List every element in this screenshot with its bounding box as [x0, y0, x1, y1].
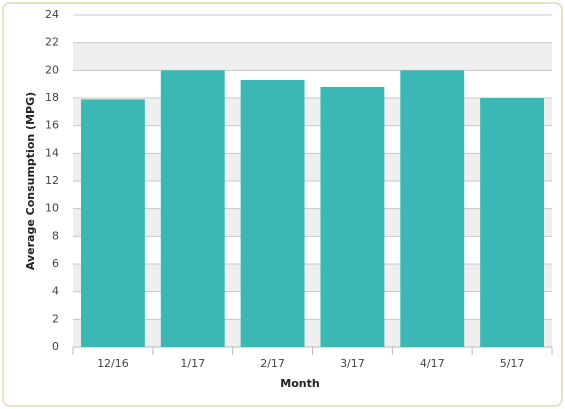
grid-band: [73, 208, 552, 237]
bar: [320, 86, 385, 347]
y-tick-label: 6: [52, 257, 59, 270]
bar: [240, 80, 305, 348]
y-tick-label: 12: [45, 174, 59, 187]
x-tick-label: 3/17: [340, 357, 365, 370]
y-axis-title: Average Consumption (MPG): [24, 92, 37, 270]
grid-band: [73, 153, 552, 181]
y-tick-label: 20: [45, 63, 59, 76]
y-tick-label: 22: [45, 36, 59, 49]
bar: [480, 98, 545, 347]
grid-band: [73, 98, 552, 126]
x-tick-label: 2/17: [260, 357, 285, 370]
bar: [400, 70, 465, 347]
y-tick-label: 24: [45, 8, 59, 21]
x-tick-label: 1/17: [180, 357, 205, 370]
grid-band: [73, 42, 552, 71]
y-tick-label: 16: [45, 119, 59, 132]
y-tick-label: 14: [45, 146, 59, 159]
y-tick-label: 8: [52, 229, 59, 242]
x-tick-label: 12/16: [97, 357, 129, 370]
y-tick-label: 18: [45, 91, 59, 104]
x-tick-label: 4/17: [420, 357, 445, 370]
grid-band: [73, 319, 552, 347]
bar: [80, 99, 145, 347]
bar: [160, 70, 225, 347]
y-tick-label: 0: [52, 340, 59, 353]
grid-band: [73, 264, 552, 292]
y-tick-label: 10: [45, 202, 59, 215]
x-tick-label: 5/17: [500, 357, 525, 370]
y-tick-label: 2: [52, 312, 59, 325]
x-axis-title: Month: [280, 377, 319, 390]
y-tick-label: 4: [52, 285, 59, 298]
